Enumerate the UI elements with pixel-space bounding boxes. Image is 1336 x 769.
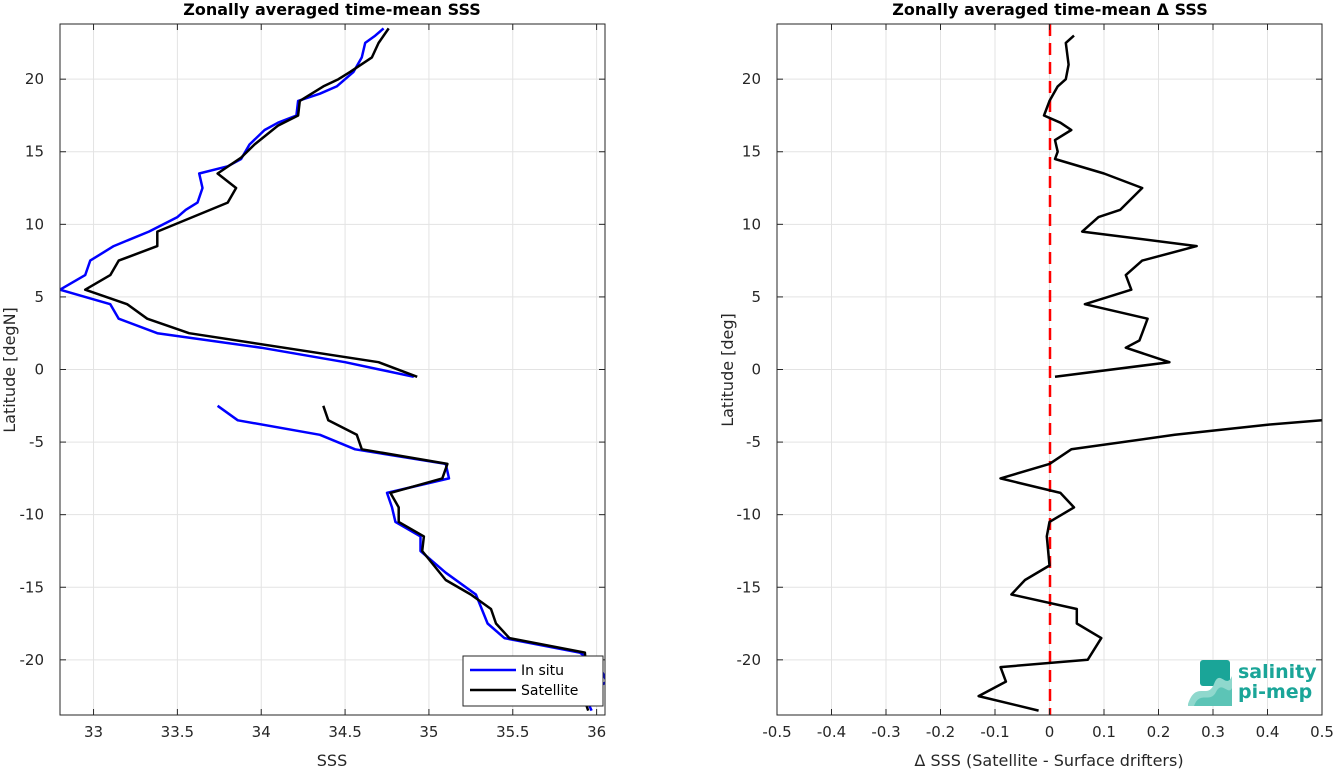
- sss-xtick-label: 35.5: [496, 723, 529, 741]
- delta-xtick-label: -0.5: [762, 723, 791, 741]
- delta-ticks: -0.5 -0.4 -0.3 -0.2 -0.1 0 0.1 0.2 0.3 0.4 0.5 -20 -…: [737, 24, 1334, 741]
- delta-ylabel: Latitude [deg]: [718, 313, 737, 427]
- sss-xtick-label: 33.5: [161, 723, 194, 741]
- legend-box: [462, 655, 604, 707]
- delta-xtick-label: -0.1: [980, 723, 1009, 741]
- delta-ytick-label: 20: [742, 70, 761, 88]
- delta-ytick-label: 15: [742, 143, 761, 161]
- sss-xtick-label: 34.5: [328, 723, 361, 741]
- satellite-series-line: [83, 27, 418, 378]
- sss-title: Zonally averaged time-mean SSS: [183, 0, 481, 19]
- delta-sss-panel: -0.5 -0.4 -0.3 -0.2 -0.1 0 0.1 0.2 0.3 0.4 0.5 -20 -…: [718, 0, 1334, 769]
- sss-ytick-label: -10: [20, 506, 45, 524]
- sss-ytick-label: 20: [25, 70, 44, 88]
- sss-ytick-label: 0: [34, 361, 44, 379]
- sss-panel: 33 33.5 34 34.5 35 35.5 36-20-15-10-505101520 …: [0, 0, 606, 769]
- sss-ylabel: Latitude [degN]: [0, 307, 19, 433]
- delta-xtick-label: 0: [1045, 723, 1055, 741]
- legend-satellite-label: Satellite: [521, 683, 578, 699]
- delta-ytick-label: 10: [742, 215, 761, 233]
- delta-xtick-label: 0.2: [1147, 723, 1171, 741]
- delta-ytick-label: 5: [751, 288, 761, 306]
- delta-ytick-label: -15: [737, 578, 762, 596]
- delta-xtick-label: 0.4: [1256, 723, 1280, 741]
- sss-ytick-label: 10: [25, 215, 44, 233]
- logo-line2: pi-mep: [1238, 681, 1312, 703]
- sss-ytick-label: -20: [20, 651, 45, 669]
- delta-xtick-label: 0.1: [1092, 723, 1116, 741]
- sss-ticks: 33 33.5 34 34.5 35 35.5 36 -20 -15 -10 -5 0 5 10 15 20: [20, 24, 606, 741]
- delta-xtick-label: 0.5: [1310, 723, 1334, 741]
- legend-insitu-label: In situ: [521, 663, 564, 679]
- delta-ytick-label: -20: [737, 651, 762, 669]
- delta-title: Zonally averaged time-mean Δ SSS: [892, 0, 1208, 19]
- sss-grid: [60, 24, 605, 715]
- sss-xtick-label: 34: [252, 723, 271, 741]
- sss-xtick-label: 33: [84, 723, 103, 741]
- sss-ytick-label: -5: [29, 433, 44, 451]
- delta-xtick-label: -0.3: [871, 723, 900, 741]
- delta-lines: [977, 34, 1322, 712]
- logo-wave-icon: [1188, 660, 1232, 706]
- sss-ytick-label: 15: [25, 143, 44, 161]
- delta-ytick-label: -10: [737, 506, 762, 524]
- sss-xlabel: SSS: [317, 751, 347, 769]
- delta-series-line: [977, 419, 1322, 712]
- delta-series-line: [1042, 34, 1198, 379]
- satellite-series-line: [322, 405, 590, 712]
- salinity-pi-mep-logo: salinity pi-mep: [1188, 660, 1317, 706]
- delta-xtick-label: 0.3: [1201, 723, 1225, 741]
- in-situ-series-line: [60, 27, 415, 379]
- delta-ytick-label: 0: [751, 361, 761, 379]
- sss-xtick-label: 36: [587, 723, 606, 741]
- sss-ytick-label: 5: [34, 288, 44, 306]
- delta-xlabel: Δ SSS (Satellite - Surface drifters): [914, 751, 1183, 769]
- delta-xtick-label: -0.2: [926, 723, 955, 741]
- legend: In situ Satellite: [462, 655, 604, 707]
- sss-ytick-label: -15: [20, 578, 45, 596]
- sss-xtick-label: 35: [419, 723, 438, 741]
- logo-line1: salinity: [1238, 661, 1317, 683]
- delta-xtick-label: -0.4: [817, 723, 846, 741]
- delta-ytick-label: -5: [746, 433, 761, 451]
